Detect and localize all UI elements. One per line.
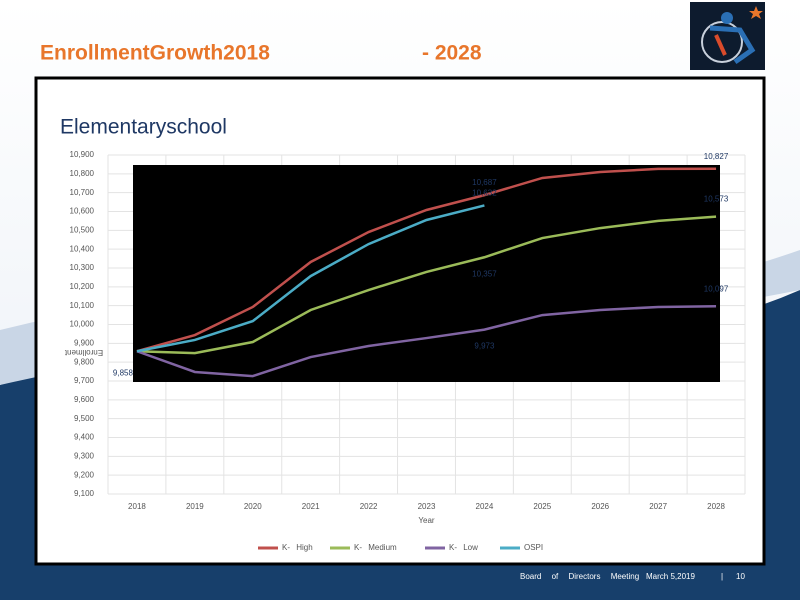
y-tick-label: 9,800 (74, 357, 95, 366)
footer-event: Board of Directors Meeting (520, 572, 639, 581)
y-tick-label: 9,100 (74, 489, 95, 498)
y-tick-label: 9,300 (74, 451, 95, 460)
data-label: 10,687 (472, 178, 497, 187)
y-tick-label: 9,900 (74, 338, 95, 347)
x-tick-label: 2025 (533, 502, 551, 511)
x-tick-label: 2022 (360, 502, 378, 511)
x-tick-label: 2023 (418, 502, 436, 511)
x-tick-label: 2019 (186, 502, 204, 511)
x-tick-label: 2024 (476, 502, 494, 511)
slide-title: EnrollmentGrowth2018 (40, 42, 270, 65)
series-line (136, 204, 485, 353)
x-tick-label: 2020 (244, 502, 262, 511)
y-tick-label: 10,700 (70, 188, 95, 197)
series-line (136, 167, 717, 353)
y-tick-label: 9,700 (74, 376, 95, 385)
data-label: 10,573 (704, 195, 729, 204)
y-tick-label: 9,400 (74, 433, 95, 442)
y-tick-label: 10,500 (70, 225, 95, 234)
x-tick-label: 2021 (302, 502, 320, 511)
y-tick-label: 10,000 (70, 320, 95, 329)
footer-page: 10 (736, 572, 745, 581)
legend-label: K- Medium (354, 543, 397, 552)
y-tick-label: 10,200 (70, 282, 95, 291)
x-tick-label: 2027 (649, 502, 667, 511)
artifact (133, 165, 720, 382)
plot: 9,100 9,200 9,300 9,400 9,500 9,600 9,700 9,800… (64, 150, 746, 552)
y-tick-label: 10,800 (70, 169, 95, 178)
footer-date: March 5,2019 (646, 572, 695, 581)
x-axis-label: Year (418, 516, 435, 525)
data-label: 10,097 (704, 284, 729, 293)
y-tick-label: 10,300 (70, 263, 95, 272)
data-label: 10,827 (704, 152, 729, 161)
x-tick-label: 2028 (707, 502, 725, 511)
series-line (136, 304, 717, 378)
y-tick-label: 10,900 (70, 150, 95, 159)
y-axis-label: Enrollment (64, 348, 103, 357)
x-tick-label: 2018 (128, 502, 146, 511)
footer-separator: | (721, 572, 723, 581)
slide-title: - 2028 (422, 42, 482, 65)
legend-label: OSPI (524, 543, 543, 552)
legend-label: K- Low (449, 543, 478, 552)
series-line (136, 215, 717, 355)
y-tick-label: 10,600 (70, 207, 95, 216)
y-tick-label: 10,100 (70, 301, 95, 310)
chart-title: Elementaryschool (60, 116, 227, 139)
data-label: 9,973 (474, 342, 495, 351)
y-tick-label: 9,200 (74, 470, 95, 479)
legend-label: K- High (282, 543, 313, 552)
logo (690, 2, 765, 70)
data-label: 10,357 (472, 269, 497, 278)
y-tick-label: 9,500 (74, 414, 95, 423)
y-tick-label: 9,600 (74, 395, 95, 404)
y-tick-label: 10,400 (70, 244, 95, 253)
x-tick-label: 2026 (591, 502, 609, 511)
data-label: 9,858 (113, 368, 134, 377)
data-label: 10,632 (472, 189, 497, 198)
